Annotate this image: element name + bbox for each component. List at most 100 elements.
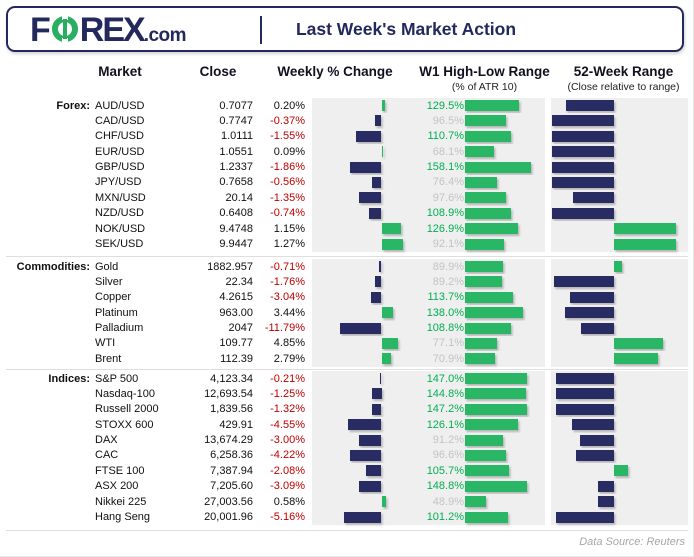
w1-range-bar-panel: 108.9%	[424, 205, 545, 222]
weekly-change-bar-panel	[312, 113, 425, 129]
close-value: 6,258.36	[210, 449, 253, 462]
table-row: Forex: AUD/USD 0.7077 0.20% 129.5%	[0, 98, 693, 114]
column-header-w1-range: W1 High-Low Range	[419, 64, 550, 79]
w1-range-bar	[465, 146, 494, 158]
52w-range-bar-panel	[551, 386, 688, 402]
close-value: 429.91	[219, 418, 253, 431]
w1-range-bar-panel: 147.0%	[424, 371, 545, 387]
column-header-weekly-change: Weekly % Change	[277, 64, 393, 79]
w1-range-bar-panel: 138.0%	[424, 305, 545, 321]
table-row: GBP/USD 1.2337 -1.86% 158.1%	[0, 159, 693, 175]
weekly-change-value: -1.25%	[270, 387, 305, 400]
close-value: 27,003.56	[204, 495, 253, 508]
52w-range-bar	[564, 307, 614, 319]
weekly-change-value: -1.55%	[270, 130, 305, 143]
section-divider	[6, 530, 688, 531]
w1-range-bar	[465, 223, 519, 235]
w1-range-bar	[465, 130, 512, 142]
52w-range-bar-panel	[551, 401, 688, 418]
logo-text-rex: REX	[79, 11, 146, 49]
w1-range-bar	[465, 496, 486, 508]
table-row: Nasdaq-100 12,693.54 -1.25% 144.8%	[0, 386, 693, 402]
weekly-change-value: -0.56%	[270, 176, 305, 189]
w1-range-bar	[465, 449, 506, 461]
w1-range-bar-panel: 147.2%	[424, 401, 545, 418]
market-name: WTI	[95, 337, 116, 350]
w1-range-bar-panel: 101.2%	[424, 509, 545, 525]
weekly-change-bar	[372, 176, 382, 188]
market-name: CHF/USD	[95, 130, 144, 143]
market-name: Russell 2000	[95, 403, 159, 416]
52w-range-bar	[552, 146, 614, 158]
w1-range-bar-panel: 129.5%	[424, 98, 545, 114]
52w-range-bar-panel	[551, 236, 688, 252]
w1-range-value: 77.1%	[432, 337, 464, 350]
w1-range-value: 96.6%	[432, 449, 464, 462]
w1-range-bar	[465, 207, 511, 219]
w1-range-value: 105.7%	[426, 464, 464, 477]
close-value: 0.7658	[219, 176, 253, 189]
table-section: Commodities: Gold 1882.957 -0.71% 89.9% Silve…	[0, 259, 693, 367]
table-row: ASX 200 7,205.60 -3.09% 148.8%	[0, 478, 693, 495]
weekly-change-bar	[381, 337, 399, 349]
close-value: 13,674.29	[204, 434, 253, 447]
weekly-change-value: 4.85%	[273, 337, 305, 350]
market-name: EUR/USD	[95, 145, 145, 158]
w1-range-bar	[465, 176, 498, 188]
w1-range-value: 148.8%	[426, 480, 464, 493]
weekly-change-bar-panel	[312, 463, 425, 479]
w1-range-value: 147.2%	[426, 403, 464, 416]
52w-range-bar-panel	[551, 144, 688, 160]
w1-range-value: 158.1%	[426, 161, 464, 174]
weekly-change-bar	[340, 322, 382, 334]
weekly-change-bar-panel	[312, 236, 425, 252]
w1-range-bar-panel: 96.6%	[424, 447, 545, 464]
close-value: 1882.957	[207, 260, 253, 273]
52w-range-bar-panel	[551, 159, 688, 175]
w1-range-bar-panel: 68.1%	[424, 144, 545, 160]
w1-range-bar	[465, 261, 503, 272]
market-name: Gold	[95, 260, 119, 273]
52w-range-bar	[614, 465, 628, 477]
table-row: NZD/USD 0.6408 -0.74% 108.9%	[0, 205, 693, 222]
52w-range-bar	[614, 353, 658, 365]
close-value: 0.6408	[219, 207, 253, 220]
w1-range-bar	[465, 373, 527, 384]
market-name: Platinum	[95, 306, 138, 319]
w1-range-value: 101.2%	[426, 511, 464, 524]
weekly-change-bar-panel	[312, 432, 425, 448]
close-value: 7,387.94	[210, 464, 253, 477]
weekly-change-bar	[381, 238, 403, 250]
weekly-change-value: -4.22%	[270, 449, 305, 462]
w1-range-bar	[465, 403, 527, 415]
w1-range-value: 108.8%	[426, 322, 464, 335]
w1-range-bar	[465, 480, 528, 492]
weekly-change-value: -3.00%	[270, 434, 305, 447]
w1-range-bar	[465, 100, 520, 111]
weekly-change-value: 1.27%	[273, 238, 305, 251]
table-row: Palladium 2047 -11.79% 108.8%	[0, 320, 693, 336]
52w-range-bar	[553, 276, 614, 288]
w1-range-bar-panel: 48.9%	[424, 494, 545, 510]
w1-range-value: 144.8%	[426, 387, 464, 400]
table-row: Silver 22.34 -1.76% 89.2%	[0, 274, 693, 290]
52w-range-bar-panel	[551, 509, 688, 525]
market-name: GBP/USD	[95, 161, 145, 174]
section-label: Commodities:	[16, 260, 90, 273]
w1-range-bar	[465, 419, 518, 431]
weekly-change-bar	[358, 192, 382, 204]
weekly-change-bar-panel	[312, 335, 425, 352]
weekly-change-bar-panel	[312, 159, 425, 175]
w1-range-bar-panel: 108.8%	[424, 320, 545, 336]
weekly-change-value: -1.86%	[270, 161, 305, 174]
52w-range-bar-panel	[551, 371, 688, 387]
52w-range-bar-panel	[551, 98, 688, 114]
w1-range-bar-panel: 89.9%	[424, 259, 545, 275]
logo-text-f: F	[30, 11, 51, 49]
52w-range-bar-panel	[551, 190, 688, 206]
w1-range-bar-panel: 158.1%	[424, 159, 545, 175]
weekly-change-value: -0.71%	[270, 260, 305, 273]
close-value: 9.9447	[219, 238, 253, 251]
weekly-change-value: 0.20%	[273, 99, 305, 112]
52w-range-bar	[614, 337, 664, 349]
